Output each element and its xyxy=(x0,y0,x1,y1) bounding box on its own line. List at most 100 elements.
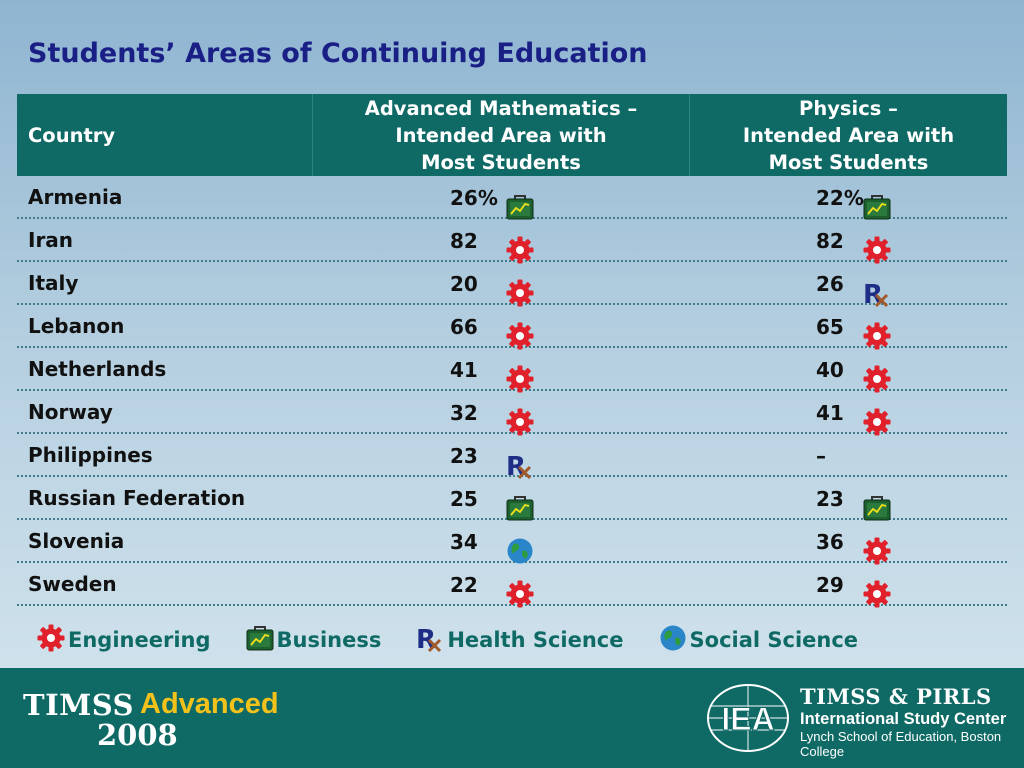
health-science-icon: R xyxy=(776,270,889,308)
physics-cell: 23 xyxy=(690,477,1007,521)
math-cell: 66 xyxy=(313,305,690,350)
table-row: Lebanon 66 65 xyxy=(17,305,1007,350)
social-science-icon xyxy=(409,528,533,564)
physics-cell: 29 xyxy=(690,563,1007,608)
svg-text:R: R xyxy=(416,625,436,653)
physics-percentage: 23 xyxy=(816,487,844,511)
health-science-icon: R xyxy=(415,623,445,657)
engineering-icon xyxy=(863,408,891,436)
physics-cell: 40 xyxy=(690,348,1007,393)
engineering-icon xyxy=(506,236,534,264)
svg-text:R: R xyxy=(863,280,883,308)
slide-title: Students’ Areas of Continuing Education xyxy=(28,38,648,69)
physics-percentage: – xyxy=(816,444,826,468)
math-percentage: 32 xyxy=(450,401,478,425)
engineering-icon xyxy=(776,571,891,608)
social-science-icon xyxy=(507,538,533,564)
physics-cell: 36 xyxy=(690,520,1007,565)
math-percentage: 25 xyxy=(450,487,478,511)
engineering-icon xyxy=(776,399,891,436)
business-icon xyxy=(409,184,534,220)
math-percentage: 20 xyxy=(450,272,478,296)
engineering-icon xyxy=(506,279,534,307)
business-icon xyxy=(506,496,534,521)
advanced-brand: Advanced xyxy=(140,688,279,720)
country-cell: Philippines xyxy=(28,442,153,467)
business-icon xyxy=(245,623,275,657)
physics-cell: 41 xyxy=(690,391,1007,436)
math-cell: 41 xyxy=(313,348,690,393)
business-icon xyxy=(863,195,891,220)
header-physics: Physics – Intended Area with Most Studen… xyxy=(742,96,955,174)
engineering-icon xyxy=(506,322,534,350)
physics-percentage: 29 xyxy=(816,573,844,597)
legend-item: R Health Science xyxy=(415,623,623,657)
physics-cell: 65 xyxy=(690,305,1007,350)
business-icon xyxy=(776,184,891,220)
physics-cell: 22% xyxy=(690,176,1007,220)
math-percentage: 41 xyxy=(450,358,478,382)
table-row: Iran 82 82 xyxy=(17,219,1007,264)
country-cell: Netherlands xyxy=(28,356,167,381)
math-percentage: 23 xyxy=(450,444,478,468)
engineering-icon xyxy=(409,571,534,608)
math-percentage: 66 xyxy=(450,315,478,339)
social-science-icon xyxy=(660,625,686,651)
business-icon xyxy=(409,485,534,521)
header-advanced-mathematics: Advanced Mathematics – Intended Area wit… xyxy=(313,94,690,176)
country-cell: Norway xyxy=(28,399,113,424)
physics-percentage: 22% xyxy=(816,186,864,210)
results-table: Country Advanced Mathematics – Intended … xyxy=(17,94,1007,608)
iea-logo: IEA xyxy=(707,684,789,752)
math-percentage: 22 xyxy=(450,573,478,597)
engineering-icon xyxy=(863,236,891,264)
table-row: Russian Federation 25 23 xyxy=(17,477,1007,521)
health-science-icon: R xyxy=(409,442,532,480)
legend-item: Social Science xyxy=(658,623,858,657)
health-science-icon: R xyxy=(506,452,532,480)
social-science-icon xyxy=(658,623,688,657)
business-icon xyxy=(863,496,891,521)
legend-label: Business xyxy=(276,628,382,652)
header-country: Country xyxy=(17,94,313,176)
engineering-icon xyxy=(776,356,891,393)
brand-year: 2008 xyxy=(97,718,178,752)
physics-percentage: 65 xyxy=(816,315,844,339)
country-cell: Slovenia xyxy=(28,528,125,553)
math-cell: 82 xyxy=(313,219,690,264)
physics-percentage: 26 xyxy=(816,272,844,296)
math-cell: R 23 xyxy=(313,434,690,480)
table-row: Slovenia 34 36 xyxy=(17,520,1007,565)
engineering-icon xyxy=(506,580,534,608)
engineering-icon xyxy=(409,399,534,436)
physics-cell: R 26 xyxy=(690,262,1007,308)
engineering-icon xyxy=(776,313,891,350)
legend-label: Health Science xyxy=(447,628,624,652)
math-cell: 32 xyxy=(313,391,690,436)
table-row: Norway 32 41 xyxy=(17,391,1007,436)
math-percentage: 34 xyxy=(450,530,478,554)
country-cell: Lebanon xyxy=(28,313,125,338)
business-icon xyxy=(776,485,891,521)
table-header: Country Advanced Mathematics – Intended … xyxy=(17,94,1007,176)
health-science-icon: R xyxy=(416,625,442,653)
physics-cell: 82 xyxy=(690,219,1007,264)
engineering-icon xyxy=(863,322,891,350)
engineering-icon xyxy=(506,365,534,393)
legend-label: Engineering xyxy=(68,628,211,652)
engineering-icon xyxy=(863,365,891,393)
table-row: Italy 20 R 26 xyxy=(17,262,1007,308)
table-row: Armenia 26% 22% xyxy=(17,176,1007,220)
physics-percentage: 82 xyxy=(816,229,844,253)
org-center: International Study Center xyxy=(800,710,1007,728)
math-cell: 25 xyxy=(313,477,690,521)
legend-item: Engineering xyxy=(36,623,211,657)
engineering-icon xyxy=(409,356,534,393)
svg-text:R: R xyxy=(506,452,526,480)
timss-brand: TIMSS xyxy=(23,688,134,722)
math-cell: 26% xyxy=(313,176,690,220)
engineering-icon xyxy=(506,408,534,436)
physics-percentage: 41 xyxy=(816,401,844,425)
legend-item: Business xyxy=(245,623,382,657)
legend: Engineering Business R Health Science Social… xyxy=(36,622,892,658)
